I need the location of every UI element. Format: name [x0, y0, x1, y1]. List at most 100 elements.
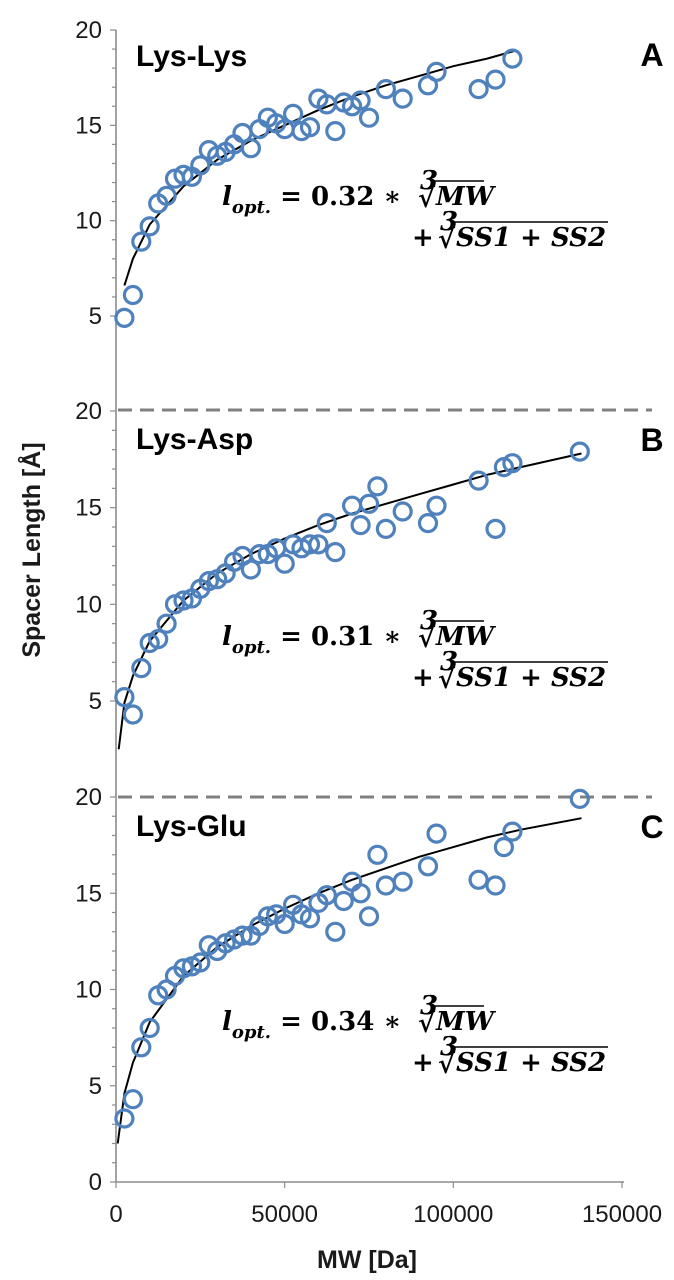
data-point	[392, 871, 413, 892]
y-tick-label: 15	[75, 112, 102, 139]
data-point	[173, 590, 194, 611]
data-point	[367, 476, 388, 497]
data-point	[468, 869, 489, 890]
data-point	[426, 495, 447, 516]
panel-letter: A	[640, 37, 663, 73]
data-point	[569, 788, 590, 810]
eq-root-sign: √	[418, 184, 436, 214]
data-point	[274, 553, 295, 574]
y-tick-label: 5	[89, 1073, 102, 1100]
data-point	[122, 1089, 143, 1110]
data-point	[392, 88, 413, 109]
data-point	[493, 836, 514, 858]
data-point	[190, 952, 211, 973]
data-point	[342, 495, 363, 516]
eq-root-sign: √	[418, 624, 436, 654]
eq-plus: +	[412, 663, 434, 693]
x-tick-label: 100000	[413, 1201, 493, 1228]
data-point	[240, 559, 261, 580]
fit-equation: lopt. = 0.32 ∗ 3√ MW+ 3√ SS1 + SS2	[222, 166, 608, 255]
y-tick-label: 10	[75, 977, 102, 1004]
data-point	[485, 69, 506, 90]
data-point	[249, 543, 270, 565]
data-point	[139, 216, 160, 237]
data-point	[114, 686, 135, 708]
eq-lhs: l	[222, 1007, 232, 1037]
y-tick-label: 15	[75, 495, 102, 522]
eq-root-sign: √	[438, 225, 456, 255]
data-point	[316, 885, 337, 906]
eq-coefficient: = 0.32 ∗	[271, 182, 401, 212]
data-point	[426, 61, 447, 83]
data-point	[190, 155, 211, 176]
data-point	[468, 470, 489, 491]
fit-equation: lopt. = 0.34 ∗ 3√ MW+ 3√ SS1 + SS2	[222, 991, 608, 1080]
data-point	[502, 48, 523, 69]
data-point	[232, 925, 253, 946]
data-point	[468, 78, 489, 100]
data-point	[325, 921, 346, 942]
data-point	[173, 958, 194, 979]
eq-subscript: opt.	[232, 637, 271, 658]
data-point	[156, 185, 177, 206]
x-tick-label: 50000	[251, 1201, 318, 1228]
eq-term-mw: MW	[435, 1007, 497, 1037]
data-point	[299, 117, 321, 138]
data-point	[417, 512, 439, 534]
y-tick-label: 5	[89, 688, 102, 715]
data-point	[131, 231, 152, 252]
eq-term-ss: SS1 + SS2	[456, 663, 606, 693]
data-point	[240, 138, 261, 159]
eq-root-sign: √	[418, 1009, 436, 1039]
data-point	[283, 103, 304, 125]
data-point	[325, 541, 346, 563]
data-point	[122, 284, 143, 306]
eq-lhs: l	[222, 182, 232, 212]
fit-equation: lopt. = 0.31 ∗ 3√ MW+ 3√ SS1 + SS2	[222, 606, 608, 695]
x-tick-label: 0	[109, 1201, 122, 1228]
eq-coefficient: = 0.34 ∗	[271, 1007, 401, 1037]
data-point	[131, 1037, 152, 1058]
eq-lhs: l	[222, 622, 232, 652]
eq-root-sign: √	[438, 665, 456, 695]
data-point	[375, 78, 396, 100]
panel-title: Lys-Glu	[136, 810, 247, 843]
data-point	[274, 913, 295, 935]
panel-letter: C	[640, 809, 663, 845]
data-point	[148, 628, 169, 650]
y-tick-label: 0	[89, 1169, 102, 1196]
data-point	[122, 704, 143, 725]
eq-root-index: 3	[440, 647, 458, 677]
svg-text:lopt. = 0.31 ∗: lopt. = 0.31 ∗	[222, 622, 401, 658]
data-point	[375, 518, 396, 540]
data-point	[502, 821, 523, 842]
data-point	[358, 493, 380, 514]
data-point	[485, 518, 506, 540]
y-tick-label: 20	[75, 784, 102, 811]
data-point	[358, 906, 380, 927]
y-tick-label: 15	[75, 880, 102, 907]
data-point	[417, 856, 439, 877]
data-point	[358, 107, 380, 128]
data-point	[485, 875, 506, 896]
eq-subscript: opt.	[232, 1022, 271, 1043]
eq-coefficient: = 0.31 ∗	[271, 622, 401, 652]
data-point	[308, 534, 329, 555]
eq-term-ss: SS1 + SS2	[456, 1048, 606, 1078]
data-point	[156, 613, 177, 634]
eq-root-index: 3	[420, 606, 438, 636]
x-axis-ticks: 0 50000 100000 150000	[109, 1182, 662, 1228]
data-point	[375, 875, 396, 896]
eq-root-index: 3	[420, 166, 438, 196]
data-point	[325, 121, 346, 142]
x-axis-label: MW [Da]	[317, 1246, 417, 1274]
data-point	[257, 906, 278, 927]
panel-title: Lys-Lys	[136, 40, 247, 73]
data-point	[350, 883, 371, 904]
data-point	[350, 514, 371, 536]
y-tick-label: 5	[89, 303, 102, 330]
